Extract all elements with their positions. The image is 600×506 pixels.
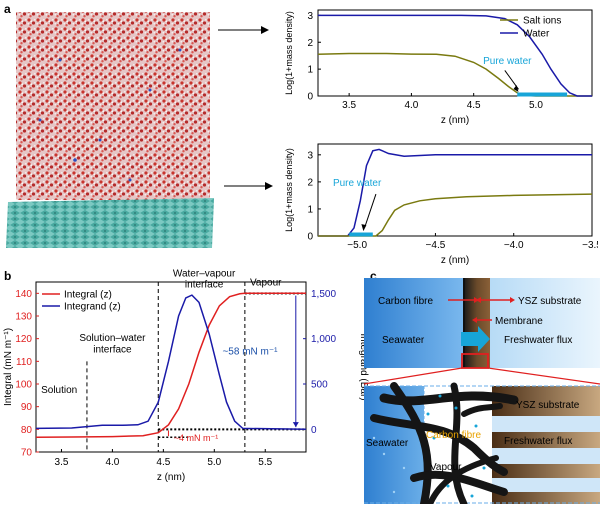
chart-a-bottom: −5.0 −4.5 −4.0 −3.5 0 1 2 3 z (nm) Log(1+mass den…: [284, 143, 598, 266]
x-axis-label: z (nm): [441, 115, 469, 126]
y-tick-label: 130: [15, 312, 32, 323]
series-line-integrand-z-: [35, 294, 307, 431]
y-tick-label: 2: [307, 38, 313, 49]
x-tick-label: 4.5: [467, 100, 481, 111]
simulation-snapshot: [6, 12, 214, 248]
x-tick-label: −3.5: [582, 240, 598, 251]
x-axis-label: z (nm): [157, 472, 185, 483]
label-carbon-fibre: Carbon fibre: [378, 296, 433, 307]
label-seawater-top: Seawater: [382, 335, 425, 346]
y-right-tick-label: 500: [311, 380, 328, 391]
carbon-fibres: [370, 382, 519, 504]
region-label-sw-interface-2: interface: [93, 344, 132, 355]
series-line-water: [318, 148, 592, 237]
pure-water-pointer-head: [513, 84, 519, 92]
flux-arrow: [461, 326, 490, 352]
seawater-region-bottom: [364, 386, 424, 504]
chart-a-top: 3.5 4.0 4.5 5.0 0 1 2 3 z (nm) Log(1+mass density…: [284, 9, 593, 126]
y-tick-label: 3: [307, 150, 313, 161]
y-tick-label: 120: [15, 334, 32, 345]
region-label-wv-interface: Water–vapour: [173, 268, 236, 279]
x-tick-label: 4.0: [404, 100, 418, 111]
label-membrane: Membrane: [495, 316, 543, 327]
pure-water-label: Pure water: [333, 178, 382, 189]
chart-b: 3.5 4.0 4.5 5.0 5.5 70 80 90 100 110 120 130 140 0 500…: [3, 268, 369, 483]
legend-label: Integral (z): [64, 290, 112, 301]
panel-letter-b: b: [4, 269, 12, 283]
x-tick-label: −4.0: [504, 240, 524, 251]
region-label-solution: Solution: [41, 385, 77, 396]
region-label-vapour: Vapour: [250, 277, 282, 288]
series-line-salt-ions: [318, 193, 593, 237]
pure-water-pointer-head: [361, 224, 367, 232]
x-axis-label: z (nm): [441, 255, 469, 266]
delta-58-label: ~58 mN m⁻¹: [222, 347, 278, 358]
label-carbon-fibre-bottom: Carbon fibre: [426, 430, 481, 441]
series-line-salt-ions: [317, 52, 592, 97]
y-tick-label: 1: [307, 204, 313, 215]
label-seawater-bottom: Seawater: [366, 438, 409, 449]
delta-4-label: ~4 mN m⁻¹: [174, 433, 219, 443]
seawater-region-top: [364, 278, 464, 368]
x-tick-label: 5.5: [258, 457, 272, 468]
y-tick-label: 80: [21, 425, 33, 436]
y-axis-label: Log(1+mass density): [284, 148, 294, 232]
y-right-tick-label: 0: [311, 425, 317, 436]
label-ysz-substrate-bottom: YSZ substrate: [516, 400, 580, 411]
region-label-wv-interface-2: interface: [185, 280, 224, 291]
panel-letter-a: a: [4, 2, 11, 16]
label-ysz-substrate: YSZ substrate: [518, 296, 582, 307]
y-tick-label: 140: [15, 289, 32, 300]
label-freshwater-flux-top: Freshwater flux: [504, 335, 572, 346]
delta-58-arrowhead: [292, 422, 299, 428]
y-tick-label: 0: [307, 92, 313, 103]
pure-water-pointer: [364, 193, 377, 227]
membrane-schematic: Carbon fibre YSZ substrate Membrane Seaw…: [364, 278, 600, 504]
y-tick-label: 90: [21, 402, 33, 413]
label-vapour-bottom: Vapour: [430, 462, 462, 473]
y-tick-label: 0: [307, 232, 313, 243]
x-tick-label: 3.5: [342, 100, 356, 111]
legend-label: Integrand (z): [64, 302, 121, 313]
region-label-sw-interface: Solution–water: [79, 333, 146, 344]
y-tick-label: 100: [15, 380, 32, 391]
x-tick-label: 4.5: [156, 457, 170, 468]
legend-label: Water: [523, 29, 550, 40]
label-freshwater-flux-bottom: Freshwater flux: [504, 436, 572, 447]
series-line-water: [318, 14, 592, 97]
x-tick-label: 5.0: [207, 457, 221, 468]
x-tick-label: −5.0: [347, 240, 367, 251]
y-tick-label: 110: [16, 357, 32, 368]
y-right-axis-label: Integrand (Bar): [358, 333, 369, 400]
pure-water-label: Pure water: [483, 56, 532, 67]
y-right-tick-label: 1,000: [311, 334, 336, 345]
x-tick-label: 5.0: [529, 100, 543, 111]
freshwater-region-top: [490, 278, 600, 368]
y-right-tick-label: 1,500: [311, 289, 336, 300]
y-tick-label: 3: [307, 11, 313, 22]
salt-ions: [38, 48, 182, 182]
y-axis-label: Integral (mN m⁻¹): [3, 328, 14, 406]
x-tick-label: −4.5: [426, 240, 446, 251]
y-axis-label: Log(1+mass density): [284, 11, 294, 95]
plot-frame: [317, 9, 593, 97]
vapour-dots: [372, 394, 486, 498]
plot-frame: [317, 143, 593, 237]
x-tick-label: 4.0: [105, 457, 119, 468]
y-tick-label: 1: [307, 65, 313, 76]
panel-letter-c: c: [370, 269, 377, 283]
legend-label: Salt ions: [523, 16, 561, 27]
x-tick-label: 3.5: [55, 457, 69, 468]
plot-frame: [35, 281, 307, 453]
y-tick-label: 2: [307, 177, 313, 188]
y-tick-label: 70: [21, 448, 33, 459]
series-line-integral-z-: [35, 292, 306, 439]
water-box: [16, 12, 210, 200]
ysz-substrate: [6, 198, 214, 248]
